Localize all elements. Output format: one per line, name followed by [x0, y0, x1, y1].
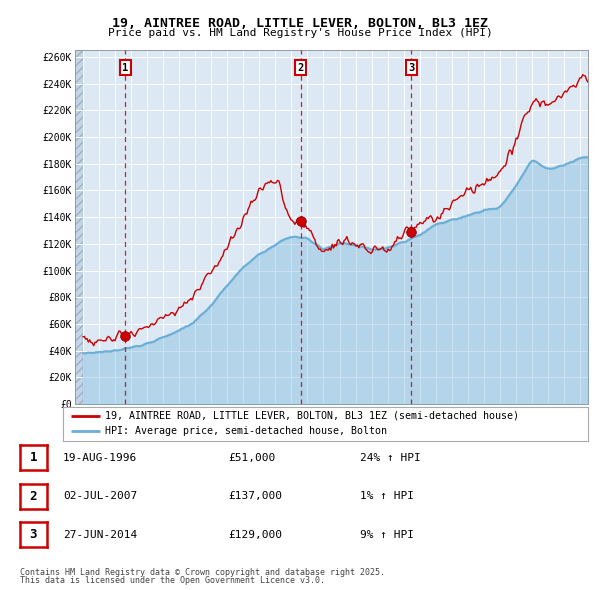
- Text: 02-JUL-2007: 02-JUL-2007: [63, 491, 137, 501]
- Text: 19, AINTREE ROAD, LITTLE LEVER, BOLTON, BL3 1EZ (semi-detached house): 19, AINTREE ROAD, LITTLE LEVER, BOLTON, …: [105, 411, 519, 421]
- Text: £129,000: £129,000: [228, 530, 282, 539]
- Text: Contains HM Land Registry data © Crown copyright and database right 2025.: Contains HM Land Registry data © Crown c…: [20, 568, 385, 577]
- Text: £51,000: £51,000: [228, 453, 275, 463]
- Text: 1: 1: [122, 63, 128, 73]
- Text: 2: 2: [29, 490, 37, 503]
- Text: 9% ↑ HPI: 9% ↑ HPI: [360, 530, 414, 539]
- Text: 19-AUG-1996: 19-AUG-1996: [63, 453, 137, 463]
- Text: Price paid vs. HM Land Registry's House Price Index (HPI): Price paid vs. HM Land Registry's House …: [107, 28, 493, 38]
- Text: 19, AINTREE ROAD, LITTLE LEVER, BOLTON, BL3 1EZ: 19, AINTREE ROAD, LITTLE LEVER, BOLTON, …: [112, 17, 488, 30]
- Text: 1: 1: [29, 451, 37, 464]
- Text: 3: 3: [409, 63, 415, 73]
- Text: This data is licensed under the Open Government Licence v3.0.: This data is licensed under the Open Gov…: [20, 576, 325, 585]
- Text: 3: 3: [29, 528, 37, 541]
- Text: HPI: Average price, semi-detached house, Bolton: HPI: Average price, semi-detached house,…: [105, 427, 387, 437]
- Text: £137,000: £137,000: [228, 491, 282, 501]
- Text: 27-JUN-2014: 27-JUN-2014: [63, 530, 137, 539]
- Text: 24% ↑ HPI: 24% ↑ HPI: [360, 453, 421, 463]
- Text: 2: 2: [298, 63, 304, 73]
- Text: 1% ↑ HPI: 1% ↑ HPI: [360, 491, 414, 501]
